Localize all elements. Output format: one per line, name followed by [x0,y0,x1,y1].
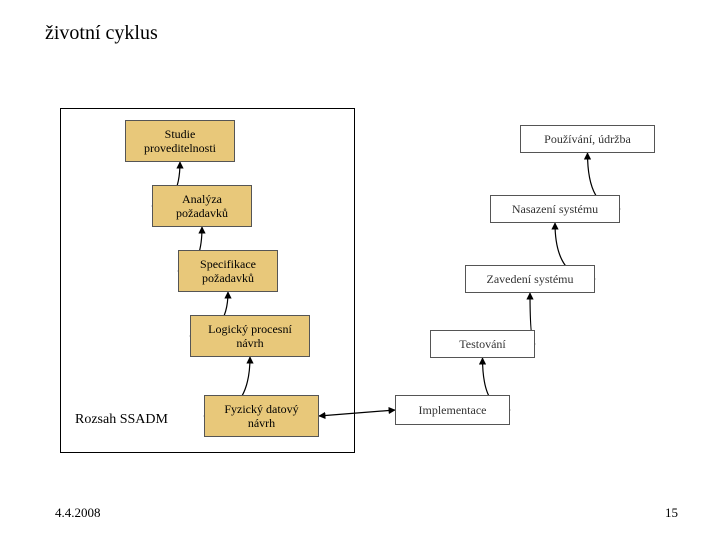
node-n1: Studie proveditelnosti [125,120,235,162]
node-label: Specifikace požadavků [200,257,256,286]
page-title: životní cyklus [45,22,158,45]
scope-caption: Rozsah SSADM [75,412,168,428]
node-label: Logický procesní návrh [208,322,292,351]
node-n10: Používání, údržba [520,125,655,153]
node-label: Nasazení systému [512,202,598,216]
node-label: Implementace [419,403,487,417]
node-n4: Logický procesní návrh [190,315,310,357]
node-label: Používání, údržba [544,132,631,146]
node-label: Studie proveditelnosti [144,127,216,156]
node-label: Fyzický datový návrh [224,402,298,431]
node-n9: Nasazení systému [490,195,620,223]
footer-date: 4.4.2008 [55,505,101,521]
node-label: Analýza požadavků [176,192,228,221]
node-label: Testování [459,337,505,351]
node-n3: Specifikace požadavků [178,250,278,292]
node-n5: Fyzický datový návrh [204,395,319,437]
node-n8: Zavedení systému [465,265,595,293]
node-label: Zavedení systému [487,272,574,286]
footer-page: 15 [665,505,678,521]
node-n6: Implementace [395,395,510,425]
node-n2: Analýza požadavků [152,185,252,227]
node-n7: Testování [430,330,535,358]
